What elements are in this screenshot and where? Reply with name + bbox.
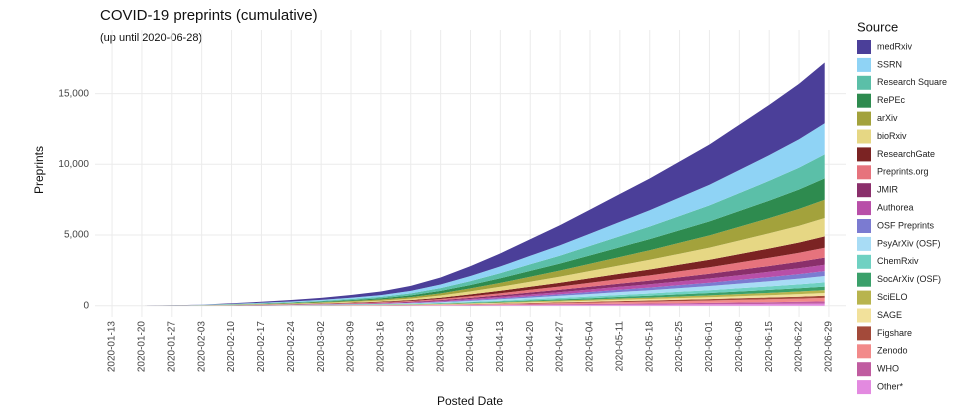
legend-key bbox=[857, 165, 871, 180]
x-tick-label: 2020-03-30 bbox=[435, 321, 446, 373]
x-tick-label: 2020-02-03 bbox=[196, 321, 207, 373]
y-tick-label: 0 bbox=[83, 300, 89, 311]
legend-label: medRxiv bbox=[877, 41, 913, 51]
x-tick-label: 2020-06-15 bbox=[764, 321, 775, 373]
legend-key bbox=[857, 290, 871, 305]
x-tick-label: 2020-01-27 bbox=[166, 321, 177, 373]
legend-label: SciELO bbox=[877, 292, 908, 302]
legend-key bbox=[857, 380, 871, 395]
area bbox=[112, 218, 825, 306]
x-tick-label: 2020-03-16 bbox=[376, 321, 387, 373]
legend-label: SAGE bbox=[877, 310, 902, 320]
chart-subtitle: (up until 2020-06-28) bbox=[100, 32, 202, 44]
y-tick-label: 5,000 bbox=[64, 230, 89, 241]
legend-label: Research Square bbox=[877, 77, 947, 87]
legend-label: RePEc bbox=[877, 95, 906, 105]
x-tick-label: 2020-04-27 bbox=[555, 321, 566, 373]
legend-label: Zenodo bbox=[877, 346, 908, 356]
x-tick-label: 2020-04-20 bbox=[525, 321, 536, 373]
area bbox=[112, 295, 825, 306]
legend-label: PsyArXiv (OSF) bbox=[877, 238, 941, 248]
y-tick-label: 15,000 bbox=[58, 88, 89, 99]
area bbox=[112, 62, 825, 306]
legend-label: bioRxiv bbox=[877, 131, 907, 141]
x-tick-label: 2020-04-06 bbox=[465, 321, 476, 373]
x-tick-label: 2020-05-25 bbox=[674, 321, 685, 373]
y-axis-label: Preprints bbox=[32, 146, 46, 194]
legend-key bbox=[857, 40, 871, 54]
legend-key bbox=[857, 254, 871, 269]
x-tick-label: 2020-02-17 bbox=[256, 321, 267, 373]
legend-key bbox=[857, 201, 871, 216]
x-tick-label: 2020-03-09 bbox=[346, 321, 357, 373]
x-axis-label: Posted Date bbox=[437, 394, 503, 408]
legend-key bbox=[857, 111, 871, 126]
area bbox=[112, 247, 825, 306]
legend-label: Preprints.org bbox=[877, 167, 929, 177]
x-tick-label: 2020-06-22 bbox=[794, 321, 805, 373]
legend-key bbox=[857, 272, 871, 287]
legend-title: Source bbox=[857, 19, 898, 34]
area bbox=[112, 301, 825, 306]
legend-label: SocArXiv (OSF) bbox=[877, 274, 941, 284]
legend-key bbox=[857, 183, 871, 198]
x-tick-label: 2020-03-23 bbox=[405, 321, 416, 373]
x-tick-label: 2020-01-20 bbox=[137, 321, 148, 373]
legend-label: JMIR bbox=[877, 185, 898, 195]
legend-key bbox=[857, 326, 871, 341]
x-tick-label: 2020-02-24 bbox=[286, 321, 297, 373]
legend-label: OSF Preprints bbox=[877, 220, 935, 230]
x-tick-label: 2020-03-02 bbox=[316, 321, 327, 373]
area bbox=[112, 199, 825, 306]
legend-label: WHO bbox=[877, 364, 899, 374]
legend-key bbox=[857, 129, 871, 144]
legend-label: Figshare bbox=[877, 328, 912, 338]
chart-title: COVID-19 preprints (cumulative) bbox=[100, 7, 318, 24]
area bbox=[112, 286, 825, 306]
area bbox=[112, 293, 825, 306]
legend-key bbox=[857, 344, 871, 359]
x-tick-label: 2020-02-10 bbox=[226, 321, 237, 373]
legend-key bbox=[857, 93, 871, 108]
x-tick-label: 2020-05-11 bbox=[614, 321, 625, 372]
x-tick-label: 2020-06-01 bbox=[704, 321, 715, 373]
legend-key bbox=[857, 362, 871, 377]
area bbox=[112, 178, 825, 306]
legend-label: Authorea bbox=[877, 202, 914, 212]
legend-key bbox=[857, 147, 871, 162]
x-tick-label: 2020-06-08 bbox=[734, 321, 745, 373]
legend-key bbox=[857, 219, 871, 233]
area bbox=[112, 276, 825, 306]
area bbox=[112, 297, 825, 306]
x-tick-label: 2020-06-29 bbox=[824, 321, 835, 373]
legend-label: ChemRxiv bbox=[877, 256, 919, 266]
legend-label: SSRN bbox=[877, 59, 902, 69]
legend-label: Other* bbox=[877, 381, 904, 391]
x-tick-label: 2020-05-18 bbox=[644, 321, 655, 373]
area bbox=[112, 282, 825, 306]
legend-key bbox=[857, 236, 871, 251]
y-tick-label: 10,000 bbox=[58, 159, 89, 170]
legend-key bbox=[857, 57, 871, 72]
x-tick-label: 2020-04-13 bbox=[495, 321, 506, 373]
legend-key bbox=[857, 75, 871, 90]
legend-key bbox=[857, 308, 871, 323]
area bbox=[112, 303, 825, 306]
x-tick-label: 2020-05-04 bbox=[585, 321, 596, 373]
legend-label: arXiv bbox=[877, 113, 898, 123]
area bbox=[112, 290, 825, 306]
x-tick-label: 2020-01-13 bbox=[107, 321, 118, 373]
area bbox=[112, 123, 825, 306]
legend-label: ResearchGate bbox=[877, 149, 935, 159]
